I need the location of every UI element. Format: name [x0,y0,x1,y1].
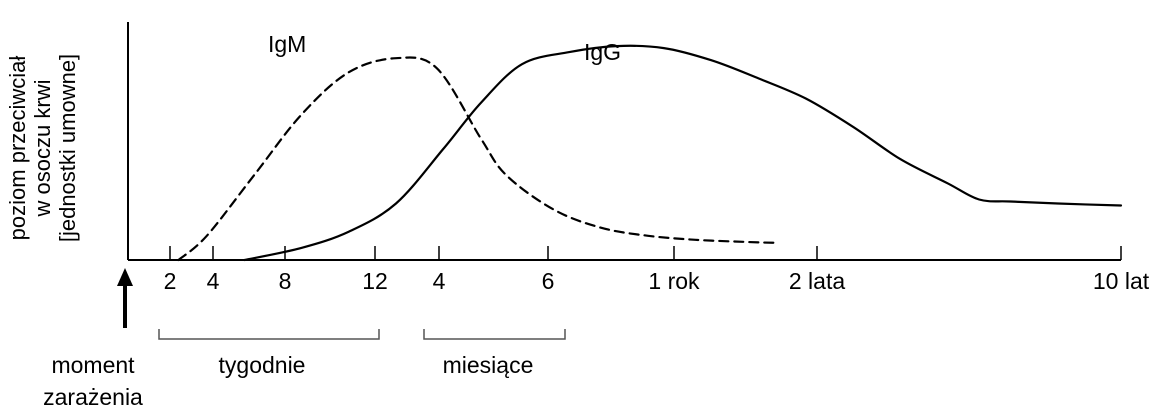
x-tick-label: 6 [542,268,555,294]
x-tick-label: 2 lata [789,268,845,294]
y-axis-label-line-3: [jednostki umowne] [55,54,80,242]
x-tick-labels: 2 4 8 12 4 6 1 rok 2 lata 10 lat [164,268,1150,294]
x-tick-label: 8 [279,268,292,294]
x-ticks [169,246,1122,260]
series-label-igm: IgM [268,31,306,57]
infection-label-line-1: moment [51,352,135,378]
infection-arrow [117,268,133,328]
series-label-igg: IgG [584,39,621,65]
x-tick-label: 12 [362,268,388,294]
x-tick-label: 4 [433,268,446,294]
x-tick-label: 10 lat [1093,268,1150,294]
x-tick-label: 4 [207,268,220,294]
infection-label-line-2: zarażenia [43,384,143,410]
weeks-group-label: tygodnie [219,352,306,378]
curves [177,44,1123,262]
weeks-bracket [158,329,380,340]
y-axis-label-line-1: poziom przeciwciał [5,56,30,241]
y-axis-label-line-2: w osoczu krwi [30,80,55,218]
y-axis-label: poziom przeciwciał w osoczu krwi [jednos… [5,54,80,242]
months-bracket [423,329,566,340]
series-line-igm [177,56,776,262]
x-tick-label: 2 [164,268,177,294]
x-tick-label: 1 rok [648,268,700,294]
series-line-igg [243,44,1123,262]
months-group-label: miesiące [443,352,534,378]
